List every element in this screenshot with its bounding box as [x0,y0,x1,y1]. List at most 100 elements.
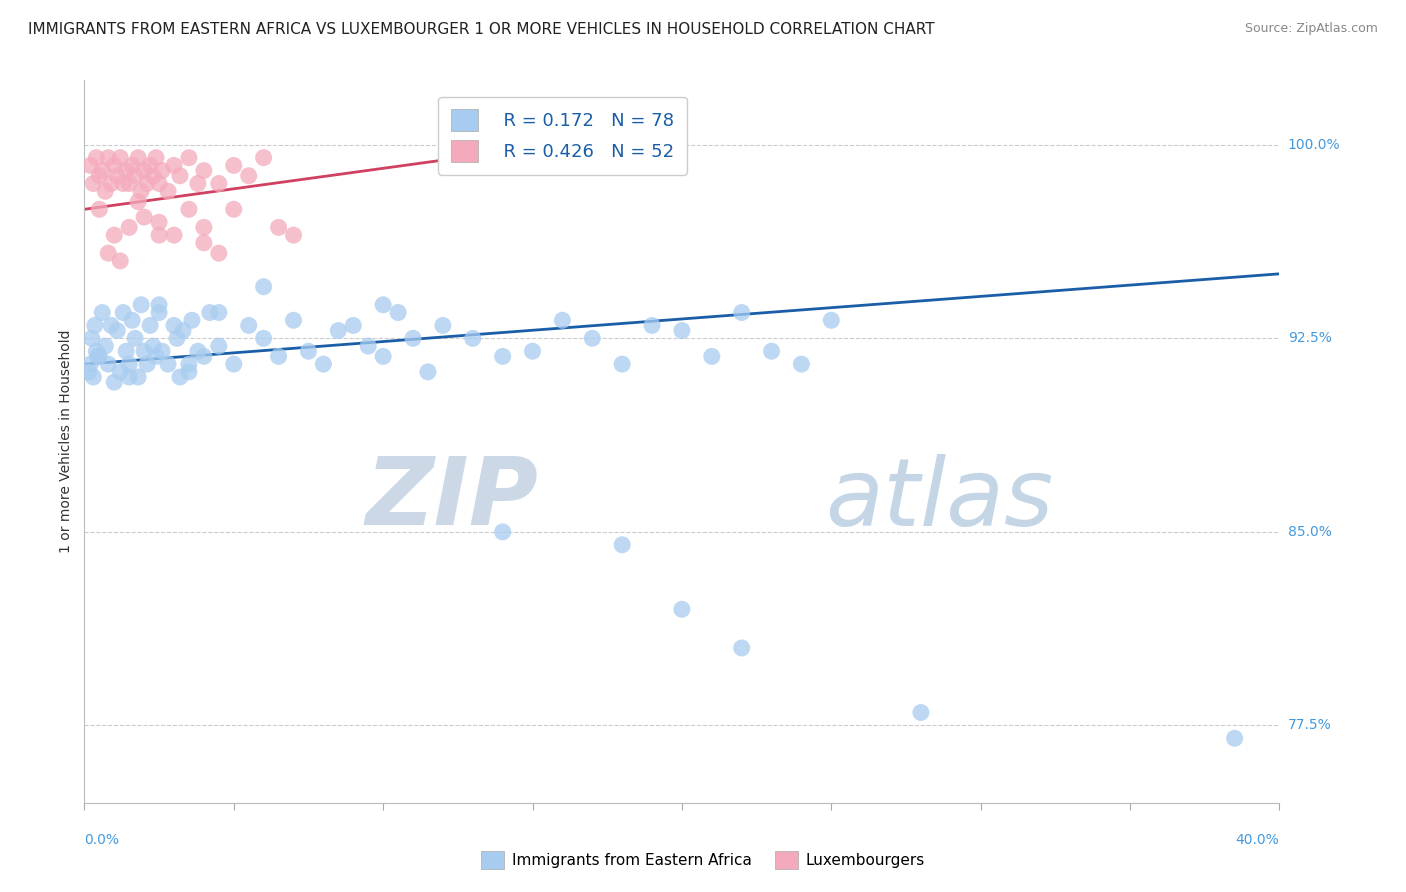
Point [86,151,108,165]
Legend:   R = 0.172   N = 78,   R = 0.426   N = 52: R = 0.172 N = 78, R = 0.426 N = 52 [437,96,688,175]
Point [641,318,664,333]
Point [129,298,152,312]
Point [402,331,425,345]
Point [312,357,335,371]
Point [148,228,170,243]
Point [82,177,104,191]
Point [89,202,111,217]
Point [79,357,101,371]
Point [387,305,409,319]
Point [139,158,162,172]
Point [283,228,305,243]
Point [222,158,245,172]
Point [253,151,276,165]
Point [761,344,783,359]
Point [208,177,231,191]
Y-axis label: 1 or more Vehicles in Household: 1 or more Vehicles in Household [59,330,73,553]
Point [139,318,162,333]
Point [342,318,364,333]
Point [157,357,180,371]
Point [253,279,276,293]
Point [142,169,165,183]
Point [790,357,813,371]
Point [80,331,103,345]
Point [100,318,122,333]
Point [103,375,125,389]
Point [612,538,634,552]
Point [118,370,141,384]
Point [910,706,932,720]
Text: 0.0%: 0.0% [84,833,120,847]
Point [169,169,191,183]
Point [121,313,143,327]
Point [91,163,114,178]
Point [112,305,135,319]
Point [79,158,101,172]
Point [193,220,215,235]
Point [97,357,120,371]
Point [103,228,125,243]
Point [136,357,159,371]
Point [731,305,754,319]
Point [297,344,319,359]
Point [193,350,215,364]
Point [77,365,100,379]
Point [110,365,132,379]
Point [157,184,180,198]
Point [132,210,156,224]
Point [121,158,143,172]
Point [148,298,170,312]
Point [127,370,149,384]
Point [145,350,167,364]
Point [222,357,245,371]
Text: ZIP: ZIP [366,453,538,545]
Point [142,339,165,353]
Point [129,184,152,198]
Text: 92.5%: 92.5% [1288,331,1331,345]
Point [187,177,209,191]
Point [163,158,186,172]
Point [522,344,544,359]
Text: 85.0%: 85.0% [1288,524,1331,539]
Point [94,184,117,198]
Point [187,344,209,359]
Point [432,318,454,333]
Point [103,158,125,172]
Point [222,202,245,217]
Point [820,313,842,327]
Point [177,357,200,371]
Point [127,151,149,165]
Point [253,331,276,345]
Point [91,305,114,319]
Point [163,318,186,333]
Point [132,344,156,359]
Point [193,163,215,178]
Point [193,235,215,250]
Point [267,350,290,364]
Point [671,324,693,338]
Point [283,313,305,327]
Point [100,177,122,191]
Point [136,177,159,191]
Point [115,344,138,359]
Text: atlas: atlas [825,454,1053,545]
Point [127,194,149,209]
Point [145,151,167,165]
Point [83,318,105,333]
Text: 40.0%: 40.0% [1236,833,1279,847]
Point [177,365,200,379]
Point [118,220,141,235]
Point [208,246,231,260]
Point [551,313,574,327]
Point [492,524,515,539]
Point [150,344,173,359]
Point [612,357,634,371]
Point [581,331,603,345]
Text: 77.5%: 77.5% [1288,718,1331,732]
Point [86,344,108,359]
Point [105,169,128,183]
Point [177,151,200,165]
Point [169,370,191,384]
Point [238,169,260,183]
Point [132,163,156,178]
